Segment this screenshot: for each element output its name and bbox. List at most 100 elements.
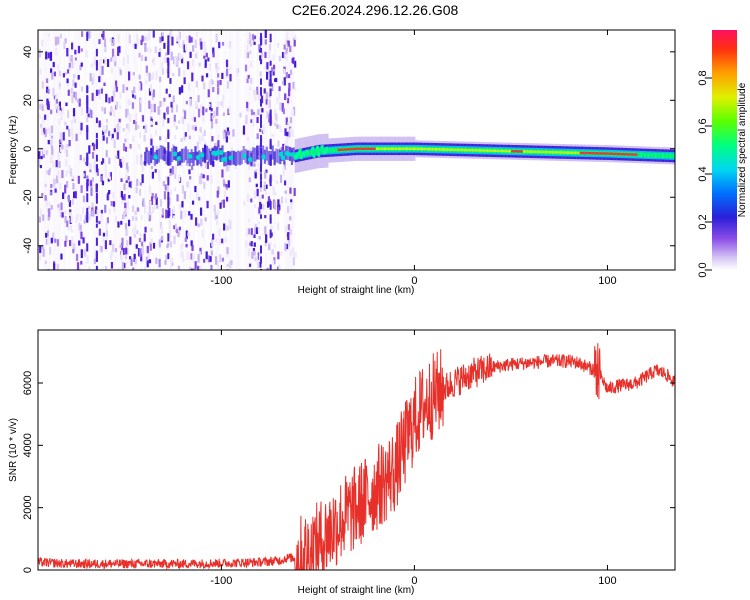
- noise-cell: [227, 131, 231, 136]
- noise-cell: [286, 131, 289, 137]
- noise-cell: [161, 32, 164, 42]
- band-cell: [563, 151, 565, 154]
- noise-cell: [55, 47, 58, 56]
- band-cell: [444, 148, 446, 151]
- colorbar-label: Normalized spectral amplitude: [737, 82, 748, 217]
- noise-cell: [171, 257, 174, 262]
- noise-cell: [86, 33, 89, 41]
- noise-cell: [170, 101, 173, 108]
- noise-cell: [292, 247, 295, 256]
- noise-cell: [128, 181, 131, 188]
- noise-cell: [259, 164, 262, 173]
- noise-cell: [174, 164, 177, 173]
- noise-cell: [195, 80, 198, 88]
- noise-cell: [264, 226, 267, 235]
- band-cell: [277, 149, 280, 164]
- noise-cell: [193, 267, 196, 270]
- noise-cell: [141, 115, 145, 122]
- noise-cell: [150, 110, 153, 115]
- band-cell: [314, 149, 316, 155]
- noise-cell: [264, 146, 267, 151]
- noise-cell: [202, 174, 205, 179]
- noise-cell: [105, 222, 108, 230]
- band-cell: [532, 150, 534, 153]
- noise-cell: [259, 119, 262, 128]
- band-cell: [584, 151, 586, 155]
- noise-cell: [168, 229, 171, 239]
- noise-cell: [181, 85, 184, 93]
- noise-cell: [227, 108, 230, 115]
- noise-cell: [177, 30, 180, 40]
- band-cell: [301, 151, 307, 156]
- band-cell: [358, 147, 360, 150]
- band-cell: [577, 151, 579, 155]
- noise-cell: [68, 129, 71, 137]
- noise-cell: [145, 256, 148, 261]
- noise-cell: [148, 72, 151, 82]
- noise-cell: [39, 146, 42, 153]
- band-cell: [579, 151, 582, 155]
- band-cell: [442, 148, 445, 151]
- noise-cell: [150, 138, 153, 146]
- noise-cell: [114, 80, 118, 89]
- noise-cell: [212, 47, 215, 55]
- band-cell: [614, 152, 616, 156]
- band-cell: [176, 156, 182, 162]
- noise-cell: [116, 123, 120, 133]
- noise-cell: [287, 239, 291, 247]
- noise-cell: [268, 243, 271, 250]
- noise-cell: [95, 216, 98, 223]
- noise-cell: [168, 197, 172, 201]
- band-cell: [394, 147, 396, 150]
- noise-cell: [202, 117, 205, 122]
- noise-cell: [91, 202, 94, 209]
- noise-cell: [294, 252, 297, 258]
- noise-cell: [292, 81, 295, 89]
- noise-cell: [215, 118, 218, 124]
- noise-cell: [174, 171, 177, 179]
- band-cell: [656, 152, 658, 158]
- noise-cell: [186, 251, 189, 261]
- band-cell: [339, 148, 342, 152]
- noise-cell: [150, 237, 153, 244]
- noise-cell: [123, 262, 126, 270]
- noise-cell: [276, 124, 279, 129]
- noise-cell: [167, 146, 170, 156]
- noise-cell: [246, 268, 249, 270]
- band-cell: [367, 147, 370, 150]
- noise-cell: [83, 249, 86, 256]
- band-cell: [612, 152, 614, 156]
- noise-cell: [253, 242, 256, 247]
- noise-cell: [259, 138, 262, 148]
- noise-cell: [280, 196, 284, 204]
- y-tick-label: 20: [22, 94, 34, 106]
- noise-cell: [161, 32, 165, 37]
- noise-cell: [108, 190, 111, 195]
- noise-cell: [138, 52, 141, 58]
- noise-cell: [291, 58, 294, 64]
- noise-cell: [61, 144, 64, 150]
- noise-cell: [42, 214, 45, 221]
- noise-cell: [278, 86, 281, 92]
- band-cell: [564, 151, 566, 154]
- noise-cell: [272, 68, 275, 76]
- noise-cell: [249, 86, 252, 91]
- noise-cell: [74, 191, 77, 199]
- band-cell: [379, 147, 381, 150]
- noise-cell: [167, 253, 170, 260]
- noise-cell: [155, 121, 158, 125]
- band-cell: [343, 148, 345, 151]
- noise-cell: [84, 215, 87, 221]
- noise-cell: [259, 78, 262, 85]
- noise-cell: [171, 262, 174, 266]
- band-cell: [261, 154, 267, 160]
- noise-cell: [203, 41, 206, 48]
- band-cell: [275, 148, 278, 163]
- noise-cell: [145, 65, 148, 73]
- band-cell: [645, 152, 648, 158]
- noise-streak: [269, 30, 272, 270]
- snr-frame: [37, 329, 676, 571]
- band-cell: [609, 152, 612, 155]
- noise-cell: [285, 72, 288, 79]
- noise-cell: [143, 233, 146, 242]
